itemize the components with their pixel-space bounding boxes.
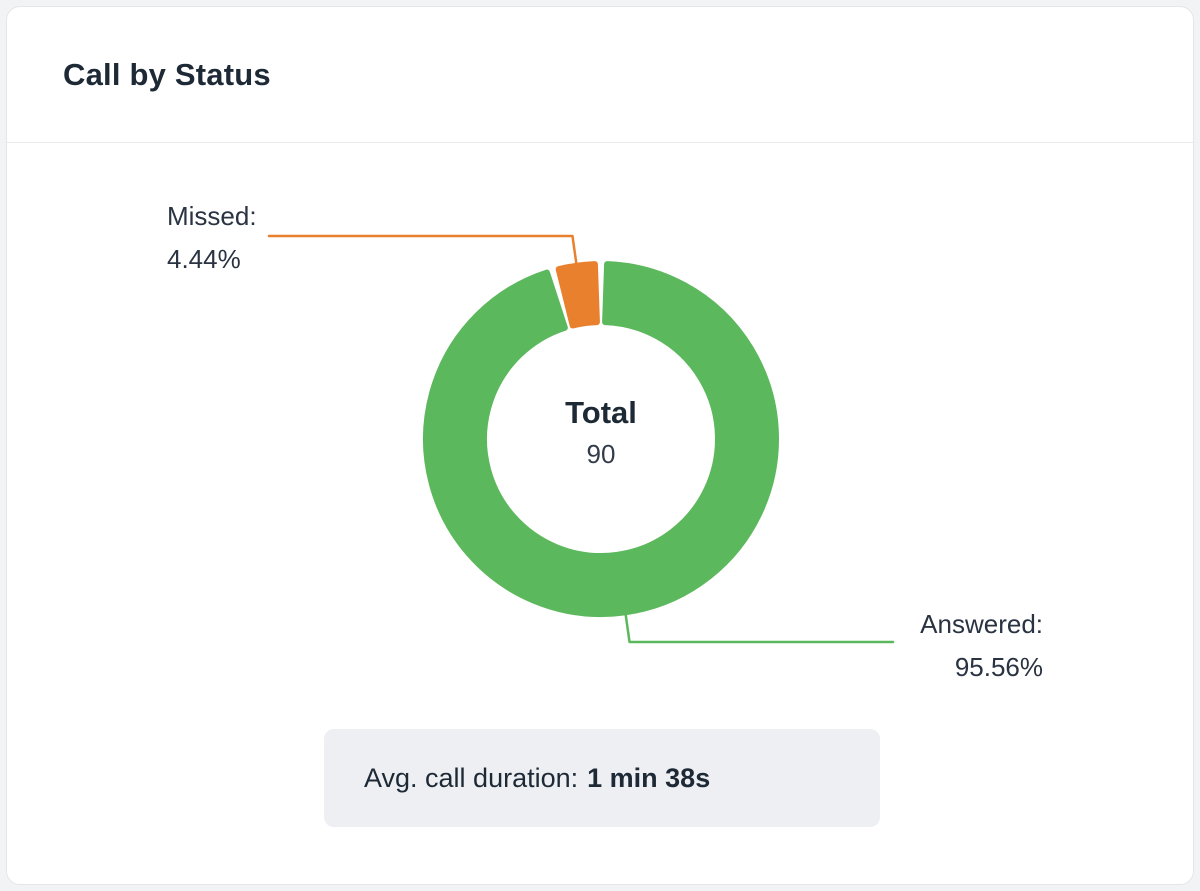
answered-callout-label: Answered: [920, 609, 1043, 639]
donut-chart [267, 234, 895, 644]
missed-callout: Missed: 4.44% [167, 195, 257, 281]
answered-callout-percent: 95.56% [954, 651, 1043, 682]
missed-callout-percent: 4.44% [167, 243, 241, 274]
chart-area: Missed: 4.44% Answered: 95.56% Total 90 … [7, 143, 1193, 883]
card-title: Call by Status [63, 56, 271, 92]
answered-callout: Answered: 95.56% [920, 603, 1043, 689]
missed-callout-label: Missed: [167, 201, 257, 231]
donut-segment-answered[interactable] [423, 261, 779, 617]
avg-duration-pill: Avg. call duration: 1 min 38s [324, 729, 880, 827]
card-header: Call by Status [7, 7, 1193, 143]
leader-line-answered [624, 614, 895, 644]
call-status-card: Call by Status Missed: 4.44% Answered: 9… [6, 6, 1194, 885]
avg-duration-value: 1 min 38s [587, 762, 711, 793]
donut-total-label: Total [565, 395, 637, 430]
donut-total-value: 90 [586, 439, 616, 469]
leader-line-missed [267, 234, 578, 264]
avg-duration-label: Avg. call duration: [364, 762, 579, 793]
donut-center-label: Total 90 [501, 395, 701, 470]
donut-segment-missed[interactable] [555, 261, 600, 329]
